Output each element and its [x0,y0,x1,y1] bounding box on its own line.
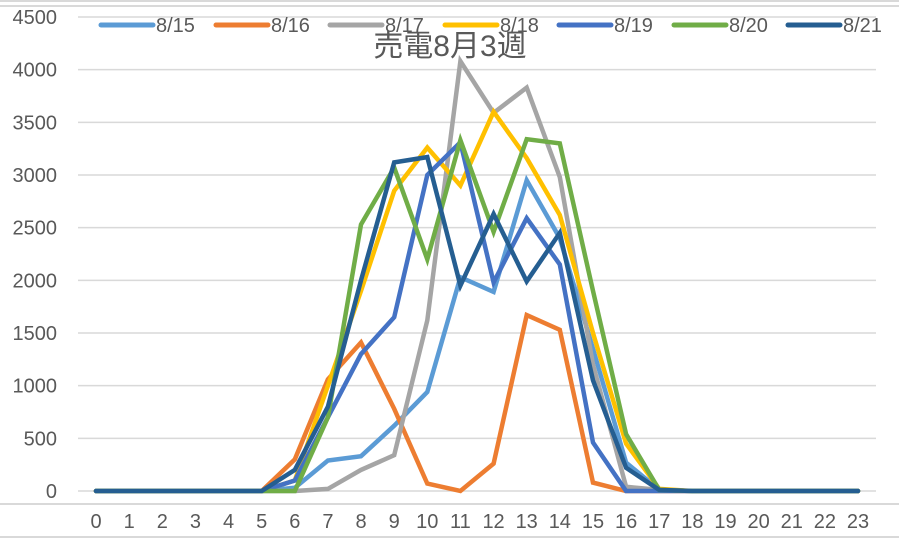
y-tick-label: 500 [24,428,57,450]
legend-item: 8/20 [671,15,768,37]
legend: 8/15 8/16 8/17 8/18 8/19 8/20 8/21 [98,15,882,37]
x-tick-label: 7 [322,511,333,533]
x-tick-label: 0 [90,511,101,533]
legend-label: 8/21 [843,15,882,37]
y-tick-label: 3000 [13,165,58,187]
x-tick-label: 10 [416,511,438,533]
frame-bottom-border [0,536,899,538]
y-axis-ticks: 0 500 1000 1500 2000 2500 3000 3500 4000 4500 [13,7,58,503]
legend-label: 8/17 [385,15,424,37]
x-tick-label: 19 [714,511,736,533]
x-tick-label: 12 [482,511,504,533]
series-line-8-18 [93,107,861,494]
legend-label: 8/15 [156,15,195,37]
legend-item: 8/15 [98,15,195,37]
frame-top-border [0,0,899,2]
y-tick-label: 2500 [13,218,58,240]
x-axis-separator [0,503,899,505]
x-tick-label: 17 [648,511,670,533]
x-tick-label: 13 [516,511,538,533]
x-tick-label: 1 [124,511,135,533]
legend-label: 8/16 [271,15,310,37]
legend-item: 8/18 [442,15,539,37]
series-line-8-16 [93,311,861,494]
y-tick-label: 4000 [13,60,58,82]
y-tick-label: 0 [46,481,57,503]
x-tick-label: 9 [389,511,400,533]
legend-item: 8/21 [785,15,882,37]
x-tick-label: 22 [814,511,836,533]
x-axis-ticks: 0 1 2 3 4 5 6 7 8 9 10 11 12 13 14 15 16 17 18 19 20 21 22 23 [90,511,869,533]
y-tick-label: 4500 [13,7,58,29]
chart-title: 売電8月3週 [373,30,526,63]
legend-label: 8/18 [500,15,539,37]
series-lines [93,54,861,494]
x-tick-label: 23 [847,511,869,533]
legend-label: 8/20 [729,15,768,37]
x-tick-label: 20 [747,511,769,533]
x-tick-label: 8 [355,511,366,533]
y-tick-label: 1500 [13,323,58,345]
x-tick-label: 11 [450,511,471,533]
x-tick-label: 21 [781,511,803,533]
x-tick-label: 3 [190,511,201,533]
x-tick-label: 16 [615,511,637,533]
series-line-8-21 [93,154,861,494]
y-tick-label: 2000 [13,270,58,292]
y-tick-label: 3500 [13,112,58,134]
x-tick-label: 14 [549,511,571,533]
frame-top-border-inner [0,5,899,7]
x-tick-label: 5 [256,511,267,533]
series-line-8-15 [93,174,861,494]
x-tick-label: 18 [681,511,703,533]
legend-item: 8/16 [213,15,310,37]
x-tick-label: 2 [157,511,168,533]
y-tick-label: 1000 [13,376,58,398]
series-line-8-17 [93,54,861,494]
x-tick-label: 6 [289,511,300,533]
x-tick-label: 4 [223,511,234,533]
legend-item: 8/19 [556,15,653,37]
legend-item: 8/17 [327,15,424,37]
x-tick-label: 15 [582,511,604,533]
legend-label: 8/19 [614,15,653,37]
